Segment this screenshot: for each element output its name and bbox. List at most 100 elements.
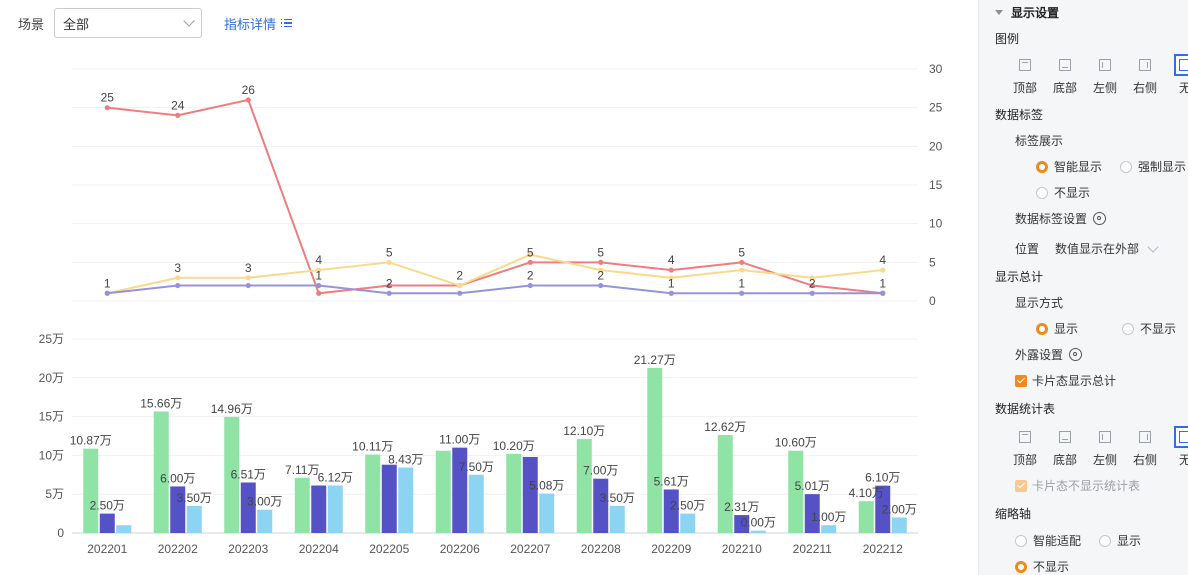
- label-display-smart-radio-label: 智能显示: [1054, 160, 1103, 174]
- bar-data-label: 10.20万: [493, 439, 535, 453]
- bar-data-label: 10.11万: [352, 440, 393, 454]
- bar-data-label: 3.50万: [177, 491, 212, 505]
- bar-axis-tick-label: 20万: [39, 371, 64, 385]
- total-hide-radio[interactable]: 不显示: [1122, 320, 1176, 337]
- line-data-label: 4: [879, 253, 886, 267]
- bar-data-label: 10.87万: [70, 434, 112, 448]
- panel-header[interactable]: 显示设置: [995, 4, 1059, 21]
- stats-option-right[interactable]: 右侧: [1127, 426, 1163, 468]
- legend-option-label: 左侧: [1092, 81, 1117, 95]
- line-point: [880, 290, 886, 296]
- line-data-label: 2: [527, 269, 534, 283]
- legend-option-right[interactable]: 右侧: [1127, 54, 1163, 96]
- label-position-select[interactable]: 数值显示在外部: [1055, 240, 1159, 257]
- card-show-total-checkbox[interactable]: 卡片态显示总计: [1015, 372, 1116, 389]
- position-bottom-icon: [1059, 59, 1071, 71]
- data-label-section-title: 数据标签: [995, 108, 1044, 122]
- stats-section-title: 数据统计表: [995, 402, 1056, 416]
- bar-axis-tick-label: 5万: [45, 487, 64, 501]
- bar-data-label: 12.62万: [704, 420, 746, 434]
- stats-option-none[interactable]: 无: [1167, 426, 1188, 468]
- thumb-axis-show-radio[interactable]: 显示: [1099, 532, 1141, 549]
- position-none-icon: [1179, 431, 1188, 443]
- label-display-hide-radio[interactable]: 不显示: [1036, 184, 1090, 201]
- bar-data-label: 7.11万: [285, 463, 319, 477]
- bar-axis-tick-label: 15万: [39, 410, 64, 424]
- line-point: [245, 282, 251, 289]
- stats-option-bottom[interactable]: 底部: [1047, 426, 1083, 468]
- bar-data-label: 0.00万: [741, 516, 776, 530]
- line-data-label: 4: [668, 253, 675, 267]
- thumb-axis-hide-radio[interactable]: 不显示: [1015, 558, 1069, 575]
- bar-data-label: 4.10万: [849, 486, 884, 500]
- bar: [788, 450, 804, 533]
- label-display-force-radio[interactable]: 强制显示: [1120, 158, 1186, 175]
- total-method-options: 显示 不显示: [1036, 320, 1176, 337]
- label-display-hide-radio-label: 不显示: [1054, 186, 1091, 200]
- label-position-title: 位置: [1015, 242, 1040, 256]
- bar-data-label: 21.27万: [634, 353, 676, 367]
- line-data-label: 2: [456, 269, 463, 283]
- legend-option-label: 底部: [1052, 81, 1077, 95]
- line-point: [809, 275, 815, 281]
- bar: [153, 411, 169, 533]
- scene-select[interactable]: 全部: [54, 8, 203, 38]
- bar-data-label: 12.10万: [563, 424, 605, 438]
- line-axis-tick-label: 5: [929, 255, 936, 269]
- bar-data-label: 2.00万: [882, 502, 917, 516]
- card-hide-stats-label: 卡片态不显示统计表: [1032, 479, 1141, 493]
- legend-option-top[interactable]: 顶部: [1007, 54, 1043, 96]
- x-axis-tick-label: 202203: [228, 542, 268, 556]
- line-chart-grid: [72, 68, 918, 302]
- x-axis-tick-label: 202207: [510, 542, 550, 556]
- position-left-icon: [1099, 59, 1111, 71]
- line-data-label: 1: [879, 276, 886, 290]
- thumb-axis-smart-radio[interactable]: 智能适配: [1015, 532, 1081, 549]
- stats-option-left[interactable]: 左侧: [1087, 426, 1123, 468]
- bar: [717, 435, 733, 533]
- line-point: [457, 282, 463, 289]
- line-axis-tick-label: 25: [929, 101, 943, 115]
- bar-data-label: 7.00万: [583, 464, 618, 478]
- line-point: [175, 275, 181, 281]
- bar: [522, 456, 538, 533]
- label-display-smart-radio[interactable]: 智能显示: [1036, 158, 1102, 175]
- bar-series-group: [83, 367, 907, 533]
- stats-option-top[interactable]: 顶部: [1007, 426, 1043, 468]
- line-point: [386, 282, 392, 289]
- bar: [240, 482, 256, 533]
- bar-data-label: 8.43万: [388, 453, 423, 467]
- total-section-title: 显示总计: [995, 270, 1044, 284]
- collapse-caret-icon: [995, 10, 1003, 15]
- total-hide-radio-label: 不显示: [1140, 322, 1177, 336]
- data-label-settings-gear-icon[interactable]: [1093, 212, 1107, 225]
- line-series-group: [104, 97, 886, 296]
- line-point: [527, 282, 533, 289]
- bar: [891, 517, 907, 533]
- bar: [680, 513, 696, 533]
- expose-settings-gear-icon[interactable]: [1069, 348, 1083, 361]
- bar: [381, 464, 397, 533]
- bar: [224, 416, 240, 533]
- line-data-label: 26: [242, 83, 256, 97]
- bar-data-label: 3.50万: [600, 491, 635, 505]
- display-settings-panel: 显示设置 图例 顶部 底部 左侧 右侧无 数据标签 标签展示 智能显示 强制显示 不显示…: [978, 0, 1188, 575]
- card-hide-stats-checkbox[interactable]: 卡片态不显示统计表: [1015, 477, 1140, 494]
- position-left-icon: [1099, 431, 1111, 443]
- bar-data-label: 2.50万: [90, 499, 125, 513]
- list-icon: [281, 18, 293, 28]
- line-point: [316, 290, 322, 296]
- x-axis-tick-label: 202201: [87, 542, 127, 556]
- legend-option-none[interactable]: 无: [1167, 54, 1188, 96]
- bar-data-label: 5.61万: [654, 474, 689, 488]
- checkbox-checked-icon: [1015, 479, 1027, 492]
- bar: [576, 439, 592, 533]
- legend-option-left[interactable]: 左侧: [1087, 54, 1123, 96]
- line-data-label: 24: [171, 98, 185, 112]
- legend-option-bottom[interactable]: 底部: [1047, 54, 1083, 96]
- total-show-radio[interactable]: 显示: [1036, 320, 1078, 337]
- bar-data-label: 5.01万: [795, 479, 830, 493]
- indicator-detail-link[interactable]: 指标详情: [224, 14, 293, 33]
- bar: [83, 448, 99, 533]
